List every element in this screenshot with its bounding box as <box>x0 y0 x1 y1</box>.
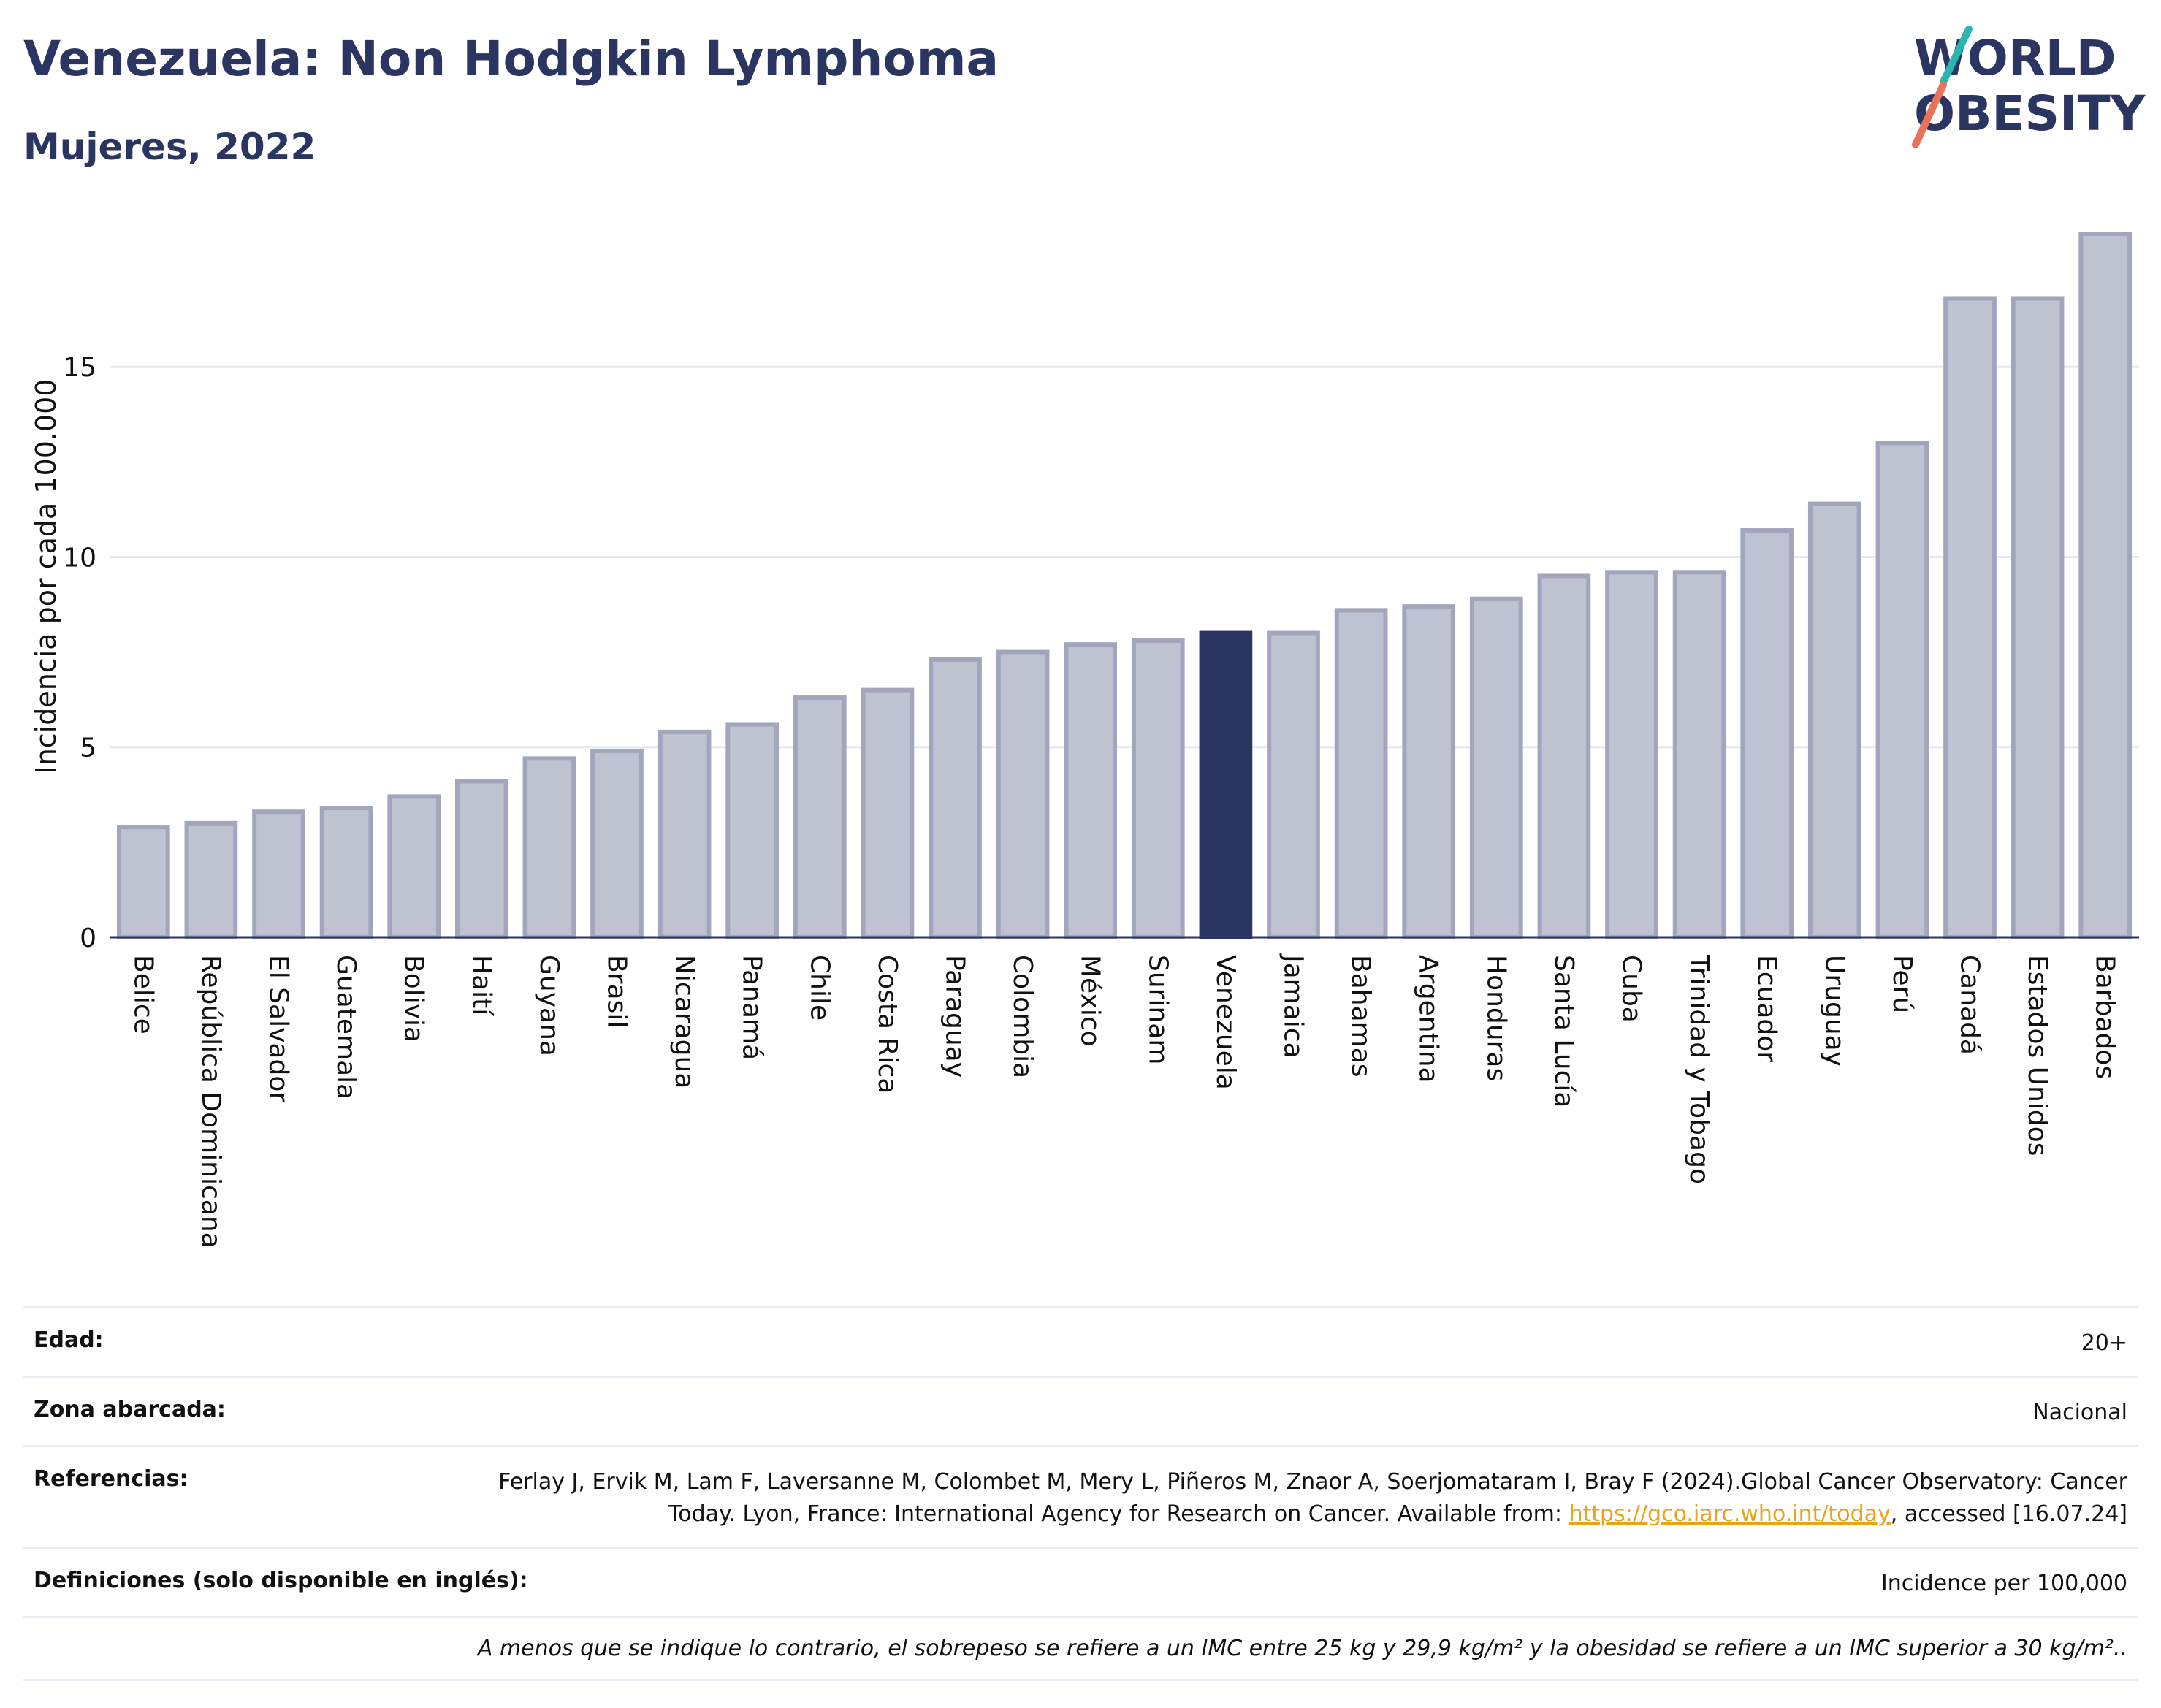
x-tick-label: Jamaica <box>1278 953 1308 1059</box>
bar-belice <box>116 825 170 939</box>
x-tick-label: Paraguay <box>940 955 970 1078</box>
bar-guyana <box>522 756 576 939</box>
definiciones-value: Incidence per 100,000 <box>1880 1571 2127 1596</box>
bar-chart: 0 5 10 15 Belice República Dominicana El Salv… <box>30 232 2139 1248</box>
bar-uruguay <box>1807 501 1861 939</box>
bars <box>116 232 2133 940</box>
x-tick-label: Brasil <box>602 955 632 1028</box>
bar-chile <box>793 695 847 939</box>
grid-lines <box>110 365 2139 749</box>
y-axis-label: Incidencia por cada 100.000 <box>30 378 62 774</box>
x-tick-label: Cuba <box>1617 955 1647 1023</box>
definiciones-label: Definiciones (solo disponible en inglés)… <box>34 1568 528 1593</box>
x-tick-label: México <box>1075 955 1105 1047</box>
bar-guatemala <box>319 806 373 940</box>
x-tick-label: El Salvador <box>264 955 294 1102</box>
x-tick-label: Canadá <box>1955 955 1985 1055</box>
bar-el-salvador <box>252 809 305 940</box>
x-tick-label: Surinam <box>1143 955 1173 1064</box>
x-tick-label: Colombia <box>1007 955 1037 1078</box>
x-tick-label: Ecuador <box>1752 955 1782 1062</box>
chart-title: Venezuela: Non Hodgkin Lymphoma <box>23 31 999 87</box>
y-tick-label: 15 <box>63 353 96 383</box>
bar-surinam <box>1131 638 1185 939</box>
x-tick-label: Haití <box>466 955 496 1016</box>
bar-trinidad-y-tobago <box>1672 570 1726 939</box>
referencias-value: Ferlay J, Ervik M, Lam F, Laversanne M, … <box>447 1466 2127 1530</box>
info-row-referencias: Referencias: Ferlay J, Ervik M, Lam F, L… <box>23 1445 2138 1547</box>
bar-colombia <box>996 649 1050 939</box>
bar-argentina <box>1402 604 1456 939</box>
reference-text: Ferlay J, Ervik M, Lam F, Laversanne M, … <box>498 1469 2127 1527</box>
x-tick-label: Nicaragua <box>669 955 699 1089</box>
x-tick-label: Estados Unidos <box>2022 955 2052 1156</box>
bar-honduras <box>1469 596 1523 939</box>
x-tick-label: Perú <box>1887 955 1917 1013</box>
x-tick-label: Costa Rica <box>872 955 902 1094</box>
bar-barbados <box>2078 232 2133 939</box>
bar-paraguay <box>929 657 982 940</box>
info-table: Edad: 20+ Zona abarcada: Nacional Refere… <box>23 1306 2138 1681</box>
chart-subtitle: Mujeres, 2022 <box>23 126 316 168</box>
x-tick-label: Guyana <box>534 955 564 1056</box>
bar-costa-rica <box>861 687 915 939</box>
info-row-edad: Edad: 20+ <box>23 1306 2138 1376</box>
zona-value: Nacional <box>2032 1400 2127 1425</box>
bar-perú <box>1875 441 1929 939</box>
x-tick-label: Venezuela <box>1211 955 1240 1090</box>
info-row-definiciones: Definiciones (solo disponible en inglés)… <box>23 1547 2138 1616</box>
x-tick-label: Bahamas <box>1346 955 1376 1078</box>
y-tick-label: 0 <box>80 923 96 953</box>
reference-link[interactable]: https://gco.iarc.who.int/today <box>1569 1501 1891 1527</box>
y-tick-label: 5 <box>80 733 96 763</box>
bar-jamaica <box>1267 630 1320 939</box>
referencias-label: Referencias: <box>34 1466 188 1492</box>
x-tick-label: República Dominicana <box>196 955 226 1248</box>
svg-text:OBESITY: OBESITY <box>1914 85 2146 142</box>
bar-cuba <box>1605 570 1658 939</box>
edad-label: Edad: <box>34 1327 104 1353</box>
x-tick-label: Bolivia <box>399 955 429 1042</box>
bar-venezuela <box>1199 630 1253 939</box>
world-obesity-logo: WORLD OBESITY <box>1912 26 2146 148</box>
bar-santa-lucía <box>1537 573 1591 940</box>
reference-accessed: , accessed [16.07.24] <box>1890 1501 2127 1527</box>
y-axis-ticks: 0 5 10 15 <box>63 353 96 953</box>
x-tick-label: Uruguay <box>1819 955 1849 1067</box>
obesity-definition-note: A menos que se indique lo contrario, el … <box>23 1616 2138 1681</box>
x-tick-label: Panamá <box>737 955 767 1060</box>
x-tick-label: Belice <box>128 955 158 1034</box>
bar-bahamas <box>1334 608 1388 939</box>
bar-canadá <box>1943 296 1997 939</box>
bar-bolivia <box>387 794 441 940</box>
edad-value: 20+ <box>2081 1330 2127 1356</box>
bar-estados-unidos <box>2011 296 2065 939</box>
bar-panamá <box>725 722 780 940</box>
bar-república-dominicana <box>184 820 238 940</box>
bar-nicaragua <box>658 729 712 939</box>
bar-brasil <box>590 748 644 940</box>
x-tick-label: Argentina <box>1414 955 1444 1083</box>
x-tick-label: Barbados <box>2090 955 2120 1079</box>
x-tick-label: Honduras <box>1481 955 1511 1081</box>
x-tick-label: Trinidad y Tobago <box>1684 954 1714 1184</box>
x-tick-label: Santa Lucía <box>1549 955 1579 1107</box>
bar-méxico <box>1064 642 1118 939</box>
x-tick-label: Guatemala <box>331 955 361 1099</box>
x-axis-ticks: Belice República Dominicana El Salvador Gua… <box>128 953 2119 1248</box>
x-tick-label: Chile <box>804 955 834 1021</box>
bar-haití <box>454 779 508 939</box>
y-tick-label: 10 <box>63 543 96 573</box>
zona-label: Zona abarcada: <box>34 1397 226 1422</box>
info-row-zona: Zona abarcada: Nacional <box>23 1376 2138 1445</box>
bar-ecuador <box>1740 528 1794 939</box>
